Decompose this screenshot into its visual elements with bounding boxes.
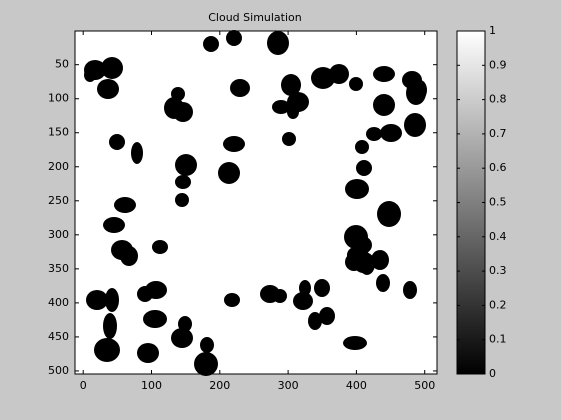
cloud [366, 127, 382, 141]
cloud [203, 36, 219, 52]
clouds [84, 30, 427, 376]
cloud [413, 80, 427, 100]
cloud [273, 289, 287, 303]
cloud [131, 142, 143, 164]
axes-box [74, 30, 438, 375]
cloud [377, 201, 401, 227]
cloud [218, 162, 240, 184]
cloud [380, 124, 402, 142]
colorbar-tick-label: 0.6 [489, 161, 507, 174]
cloud [103, 313, 117, 339]
cloud [94, 338, 120, 362]
x-tick-label: 500 [414, 379, 435, 392]
cloud [293, 292, 313, 310]
x-tick-label: 400 [346, 379, 367, 392]
cloud [226, 30, 242, 46]
colorbar [456, 30, 486, 375]
cloud [347, 247, 363, 263]
cloud [175, 154, 197, 176]
cloud [224, 293, 240, 307]
cloud [373, 94, 395, 116]
x-tick-label: 0 [80, 379, 87, 392]
y-tick-label: 50 [55, 58, 69, 71]
y-tick-label: 300 [48, 228, 69, 241]
cloud [329, 64, 349, 84]
cloud [319, 307, 335, 325]
cloud [282, 132, 296, 146]
cloud [404, 113, 426, 137]
cloud [403, 281, 417, 299]
cloud [355, 140, 369, 154]
colorbar-tick-label: 0.9 [489, 58, 507, 71]
colorbar-tick-label: 0.1 [489, 333, 507, 346]
cloud [230, 79, 250, 97]
cloud [371, 250, 389, 270]
cloud [114, 197, 136, 213]
colorbar-tick-label: 1 [489, 24, 496, 37]
cloud [152, 240, 168, 254]
y-tick-label: 450 [48, 330, 69, 343]
cloud [137, 286, 153, 302]
colorbar-tick-label: 0.2 [489, 298, 507, 311]
y-tick-label: 350 [48, 262, 69, 275]
cloud [120, 246, 138, 266]
cloud [223, 136, 245, 152]
x-tick-label: 200 [209, 379, 230, 392]
cloud [343, 336, 367, 350]
cloud [200, 337, 214, 353]
y-tick-label: 400 [48, 296, 69, 309]
cloud [308, 312, 322, 330]
colorbar-tick-label: 0.8 [489, 93, 507, 106]
cloud [272, 100, 290, 114]
cloud [173, 102, 193, 122]
cloud [281, 74, 301, 96]
cloud [356, 160, 372, 176]
cloud [175, 193, 189, 207]
colorbar-tick-label: 0.5 [489, 196, 507, 209]
colorbar-tick-label: 0.3 [489, 264, 507, 277]
y-tick-label: 100 [48, 92, 69, 105]
y-tick-label: 250 [48, 194, 69, 207]
cloud [345, 179, 369, 199]
cloud [311, 67, 335, 89]
cloud [175, 175, 191, 189]
cloud [287, 105, 299, 119]
y-tick-label: 500 [48, 364, 69, 377]
cloud [109, 134, 125, 150]
colorbar-tick-label: 0.7 [489, 127, 507, 140]
colorbar-tick-label: 0.4 [489, 230, 507, 243]
cloud [299, 280, 311, 296]
colorbar-tick-label: 0 [489, 367, 496, 380]
cloud [105, 288, 119, 312]
cloud [194, 352, 218, 376]
cloud [101, 57, 123, 79]
cloud [376, 274, 390, 292]
cloud [143, 310, 167, 328]
cloud [178, 316, 192, 332]
chart-title: Cloud Simulation [208, 11, 302, 24]
cloud [359, 253, 375, 275]
y-tick-label: 150 [48, 126, 69, 139]
cloud [84, 68, 96, 82]
cloud [314, 279, 330, 297]
cloud [267, 31, 289, 55]
cloud [349, 77, 363, 91]
cloud [373, 66, 395, 82]
x-tick-label: 100 [141, 379, 162, 392]
y-tick-label: 200 [48, 160, 69, 173]
cloud [137, 343, 159, 363]
cloud [103, 217, 125, 233]
x-tick-label: 300 [278, 379, 299, 392]
cloud [86, 290, 108, 310]
cloud [97, 79, 119, 99]
cloud [171, 328, 193, 348]
